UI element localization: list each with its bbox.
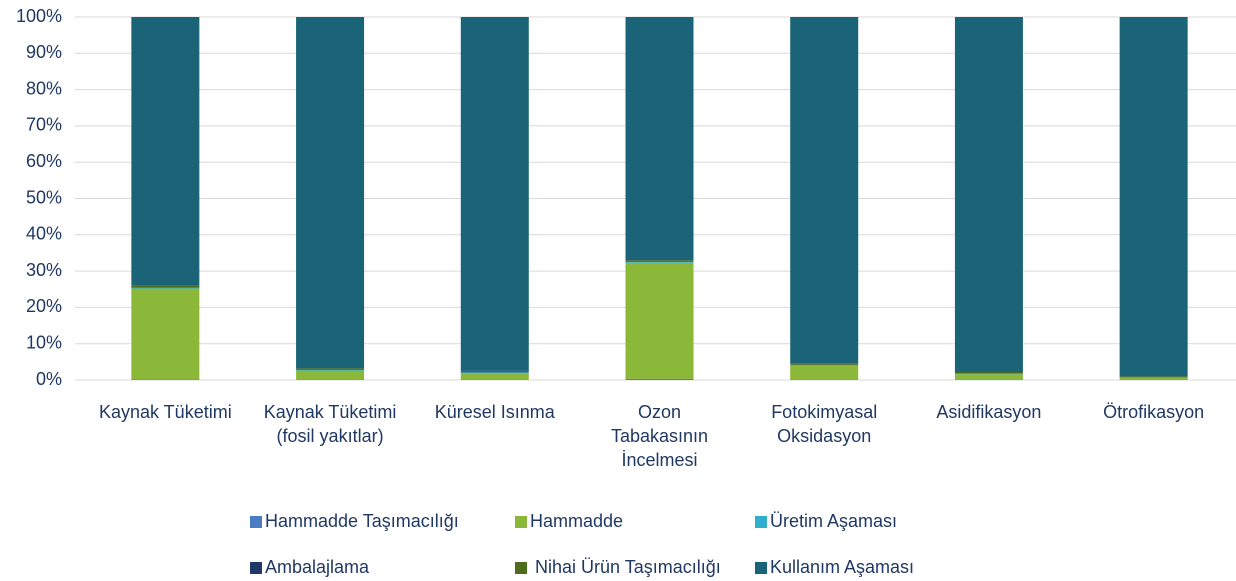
- legend-swatch: [515, 516, 527, 528]
- y-tick-label: 40%: [26, 224, 62, 244]
- bar-segment: [460, 373, 529, 380]
- legend-swatch: [250, 562, 262, 574]
- bar-segment: [460, 17, 529, 371]
- legend-swatch: [515, 562, 527, 574]
- bar-segment: [625, 378, 694, 380]
- legend-label: Hammadde: [530, 511, 623, 531]
- bar-segment: [625, 262, 694, 263]
- bar-segment: [790, 365, 859, 366]
- bar-segment: [460, 372, 529, 374]
- y-tick-label: 60%: [26, 151, 62, 171]
- bar-segment: [296, 17, 365, 369]
- y-tick-label: 70%: [26, 115, 62, 135]
- bar-segment: [1119, 377, 1188, 380]
- bar-segment: [625, 262, 694, 379]
- y-tick-label: 10%: [26, 332, 62, 352]
- bar-segment: [625, 17, 694, 261]
- y-tick-label: 20%: [26, 296, 62, 316]
- x-tick-label: Fotokimyasal Oksidasyon: [771, 402, 878, 446]
- legend-label: Nihai Ürün Taşımacılığı: [530, 557, 721, 577]
- bar-segment: [1119, 17, 1188, 377]
- bar-segment: [1119, 376, 1188, 378]
- bar-segment: [790, 365, 859, 380]
- y-tick-label: 30%: [26, 260, 62, 280]
- bar-segment: [131, 17, 200, 286]
- bar-segment: [460, 370, 529, 373]
- bar-segment: [790, 363, 859, 365]
- legend-label: Kullanım Aşaması: [770, 557, 914, 577]
- bar-segment: [296, 369, 365, 371]
- bar-segment: [131, 285, 200, 288]
- bar-segment: [954, 373, 1023, 375]
- x-tick-label: Ozon Tabakasının İncelmesi: [610, 402, 709, 470]
- bar-segment: [131, 379, 200, 380]
- x-tick-label: Kaynak Tüketimi (fosil yakıtlar): [263, 402, 397, 446]
- bar-segment: [790, 17, 859, 364]
- x-tick-label: Ötrofikasyon: [1103, 402, 1205, 422]
- y-tick-label: 0%: [36, 369, 62, 389]
- bar-segment: [296, 370, 365, 380]
- bar-segment: [131, 288, 200, 380]
- bar-segment: [954, 374, 1023, 380]
- x-tick-label: Küresel Isınma: [434, 402, 555, 422]
- legend-label: Üretim Aşaması: [770, 511, 897, 531]
- legend-swatch: [755, 516, 767, 528]
- bar-segment: [625, 260, 694, 262]
- legend-label: Ambalajlama: [265, 557, 370, 577]
- bar-segment: [954, 17, 1023, 373]
- bar-segment: [296, 368, 365, 370]
- legend-swatch: [250, 516, 262, 528]
- x-tick-label: Asidifikasyon: [936, 402, 1042, 422]
- x-tick-label: Kaynak Tüketimi: [98, 402, 232, 422]
- y-tick-label: 100%: [16, 6, 62, 26]
- legend-label: Hammadde Taşımacılığı: [265, 511, 459, 531]
- bar-segment: [954, 372, 1023, 374]
- legend-swatch: [755, 562, 767, 574]
- y-tick-label: 80%: [26, 78, 62, 98]
- bar-segment: [131, 287, 200, 289]
- y-tick-label: 90%: [26, 42, 62, 62]
- y-tick-label: 50%: [26, 187, 62, 207]
